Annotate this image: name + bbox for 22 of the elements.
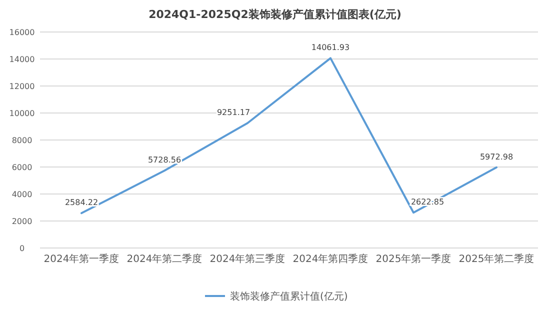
y-tick-label: 8000: [12, 136, 32, 145]
y-tick-label: 0: [19, 244, 25, 253]
y-tick-label: 2000: [12, 216, 32, 226]
data-label: 14061.93: [311, 43, 350, 52]
legend-label: 装饰装修产值累计值(亿元): [230, 290, 348, 302]
x-tick-label: 2024年第三季度: [210, 253, 286, 265]
x-tick-label: 2024年第一季度: [44, 253, 120, 265]
y-tick-label: 10000: [9, 108, 35, 118]
y-tick-label: 4000: [12, 190, 32, 199]
x-tick-label: 2024年第二季度: [126, 253, 202, 265]
data-label: 2584.22: [64, 198, 98, 208]
data-label: 5728.56: [148, 156, 182, 165]
y-tick-label: 16000: [9, 28, 35, 37]
data-label: 5972.98: [480, 152, 514, 162]
y-tick-label: 14000: [9, 54, 35, 64]
x-tick-label: 2024年第四季度: [292, 253, 368, 265]
x-tick-label: 2025年第二季度: [458, 253, 534, 265]
data-label: 9251.17: [216, 108, 250, 118]
x-tick-label: 2025年第一季度: [376, 253, 452, 265]
chart-title: 2024Q1-2025Q2装饰装修产值累计值图表(亿元): [148, 8, 402, 21]
y-tick-label: 6000: [12, 162, 32, 172]
y-tick-label: 12000: [9, 82, 35, 91]
